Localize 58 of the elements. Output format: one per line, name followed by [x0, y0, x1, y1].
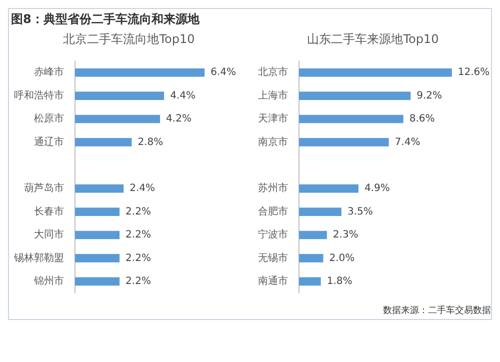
bar [75, 277, 120, 286]
bar [299, 114, 404, 124]
bar [299, 230, 327, 240]
bar [299, 254, 324, 262]
y-tick-label: 苏州市 [258, 182, 288, 194]
bar [75, 230, 120, 240]
bar [299, 277, 321, 286]
data-label: 4.2% [166, 114, 192, 125]
y-tick-label: 通辽市 [34, 136, 64, 148]
data-label: 9.2% [416, 90, 442, 102]
bar [299, 184, 358, 193]
data-label: 12.6% [458, 67, 490, 78]
bar [75, 138, 132, 146]
y-tick-label: 长春市 [34, 205, 64, 218]
chart-title: 北京二手车流向地Top10 [62, 31, 196, 48]
data-label: 1.8% [326, 276, 352, 287]
data-label: 7.4% [394, 136, 420, 148]
y-tick-label: 合肥市 [258, 205, 288, 218]
bar [299, 68, 452, 77]
data-label: 2.8% [138, 136, 164, 148]
bar [75, 114, 160, 124]
data-label: 3.5% [347, 206, 373, 218]
y-tick-label: 呼和浩特市 [14, 89, 64, 102]
data-label: 8.6% [409, 114, 435, 125]
data-label: 2.2% [126, 276, 151, 287]
data-label: 6.4% [210, 67, 236, 78]
caption: 图8：典型省份二手车流向和来源地 [11, 11, 200, 28]
data-label: 2.4% [130, 183, 156, 194]
y-tick-label: 南京市 [258, 136, 288, 148]
y-tick-label: 北京市 [258, 66, 288, 78]
bar [75, 208, 120, 216]
y-tick-label: 葫芦岛市 [24, 182, 64, 194]
data-label: 2.2% [126, 230, 151, 241]
chart-title: 山东二手车来源地Top10 [306, 31, 440, 48]
y-tick-label: 天津市 [258, 112, 288, 125]
data-label: 2.2% [126, 206, 151, 218]
bar [299, 92, 411, 100]
bar [299, 208, 342, 216]
y-tick-label: 锦州市 [33, 274, 64, 287]
data-label: 2.3% [332, 230, 358, 241]
bar [299, 138, 389, 146]
y-tick-label: 无锡市 [258, 252, 288, 264]
bar [75, 68, 205, 77]
y-tick-label: 锡林郭勒盟 [13, 252, 64, 264]
y-tick-label: 松原市 [34, 112, 64, 125]
bar [75, 254, 120, 262]
y-tick-label: 宁波市 [258, 228, 288, 241]
data-label: 2.0% [329, 252, 355, 264]
bar [75, 92, 164, 100]
y-tick-label: 上海市 [258, 89, 288, 102]
source-note: 数据来源：二手车交易数据 [382, 304, 491, 317]
y-tick-label: 大同市 [34, 228, 64, 241]
data-label: 4.9% [364, 183, 390, 194]
bar [75, 184, 124, 193]
data-label: 4.4% [170, 90, 196, 102]
data-label: 2.2% [126, 252, 151, 264]
y-tick-label: 南通市 [258, 274, 288, 287]
y-tick-label: 赤峰市 [34, 66, 64, 78]
